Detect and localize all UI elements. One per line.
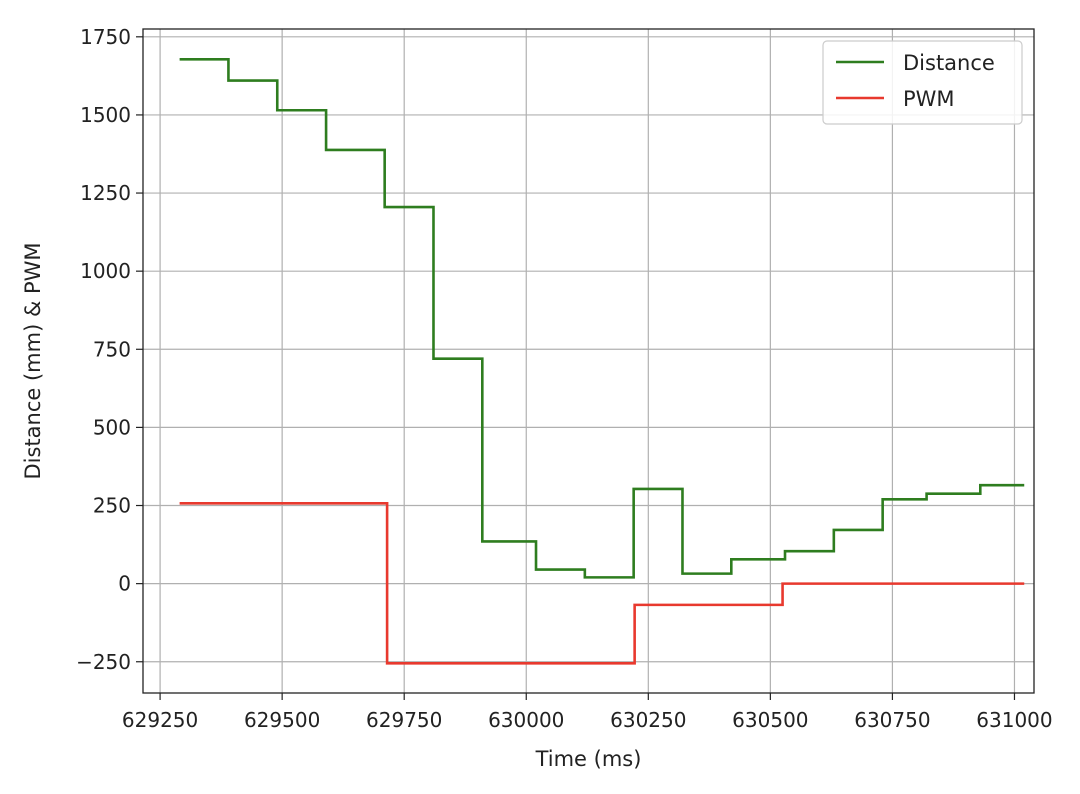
y-axis-label: Distance (mm) & PWM (21, 242, 45, 479)
x-axis: 629250 629500 629750 630000 630250 630500 6307… (122, 693, 1053, 732)
x-tick-label: 631000 (976, 708, 1052, 732)
x-tick-label: 629500 (244, 708, 320, 732)
series-line-distance (179, 58, 1025, 579)
x-tick-label: 630000 (488, 708, 564, 732)
x-axis-label: Time (ms) (535, 747, 642, 771)
x-tick-label: 629750 (366, 708, 442, 732)
x-tick-label: 630250 (610, 708, 686, 732)
y-tick-label: −250 (76, 650, 131, 674)
legend: Distance PWM (822, 40, 1023, 125)
series-layer (179, 58, 1025, 665)
y-tick-label: 1000 (80, 259, 131, 283)
y-tick-label: 1250 (80, 181, 131, 205)
series-line-pwm (179, 502, 1025, 665)
y-axis: −250 0 250 500 750 1000 1250 1500 1750 (76, 25, 143, 674)
y-tick-label: 1500 (80, 103, 131, 127)
legend-label-pwm: PWM (903, 87, 955, 111)
y-tick-label: 0 (118, 572, 131, 596)
x-tick-label: 630750 (854, 708, 930, 732)
y-tick-label: 250 (93, 494, 131, 518)
x-tick-label: 630500 (732, 708, 808, 732)
legend-label-distance: Distance (903, 51, 995, 75)
y-tick-label: 750 (93, 337, 131, 361)
y-tick-label: 500 (93, 415, 131, 439)
x-tick-label: 629250 (122, 708, 198, 732)
plot-frame (142, 28, 1035, 694)
y-tick-label: 1750 (80, 25, 131, 49)
